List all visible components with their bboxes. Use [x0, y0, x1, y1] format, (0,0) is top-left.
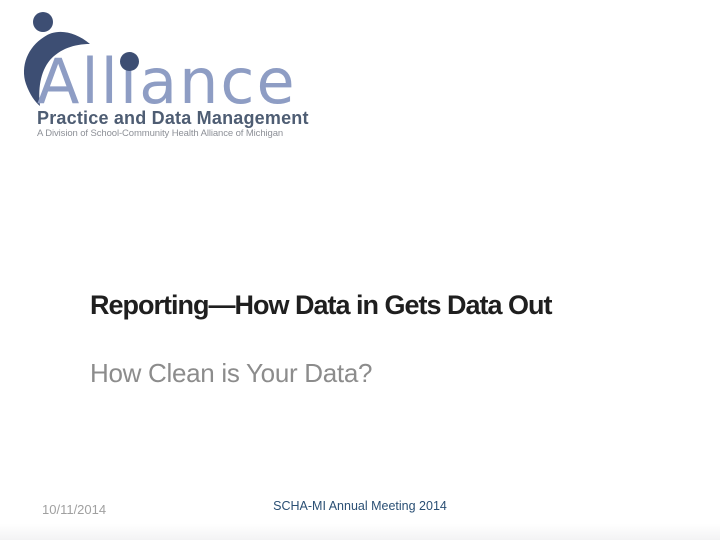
logo-subtagline: A Division of School-Community Health Al…	[37, 128, 284, 139]
logo-i-dot-icon	[120, 52, 139, 71]
slide-subtitle: How Clean is Your Data?	[90, 358, 373, 388]
logo-tagline: Practice and Data Management	[37, 108, 309, 128]
slide-title: Reporting—How Data in Gets Data Out	[90, 290, 553, 320]
alliance-figure-icon	[24, 12, 90, 107]
person-head-icon	[33, 12, 53, 32]
alliance-logo: Alliance Practice and Data Management A …	[0, 0, 330, 150]
footer-event-title: SCHA-MI Annual Meeting 2014	[273, 499, 447, 513]
person-body-swoosh-icon	[24, 31, 90, 107]
logo-brand-text: Alliance	[37, 45, 297, 118]
footer-date: 10/11/2014	[42, 502, 107, 517]
